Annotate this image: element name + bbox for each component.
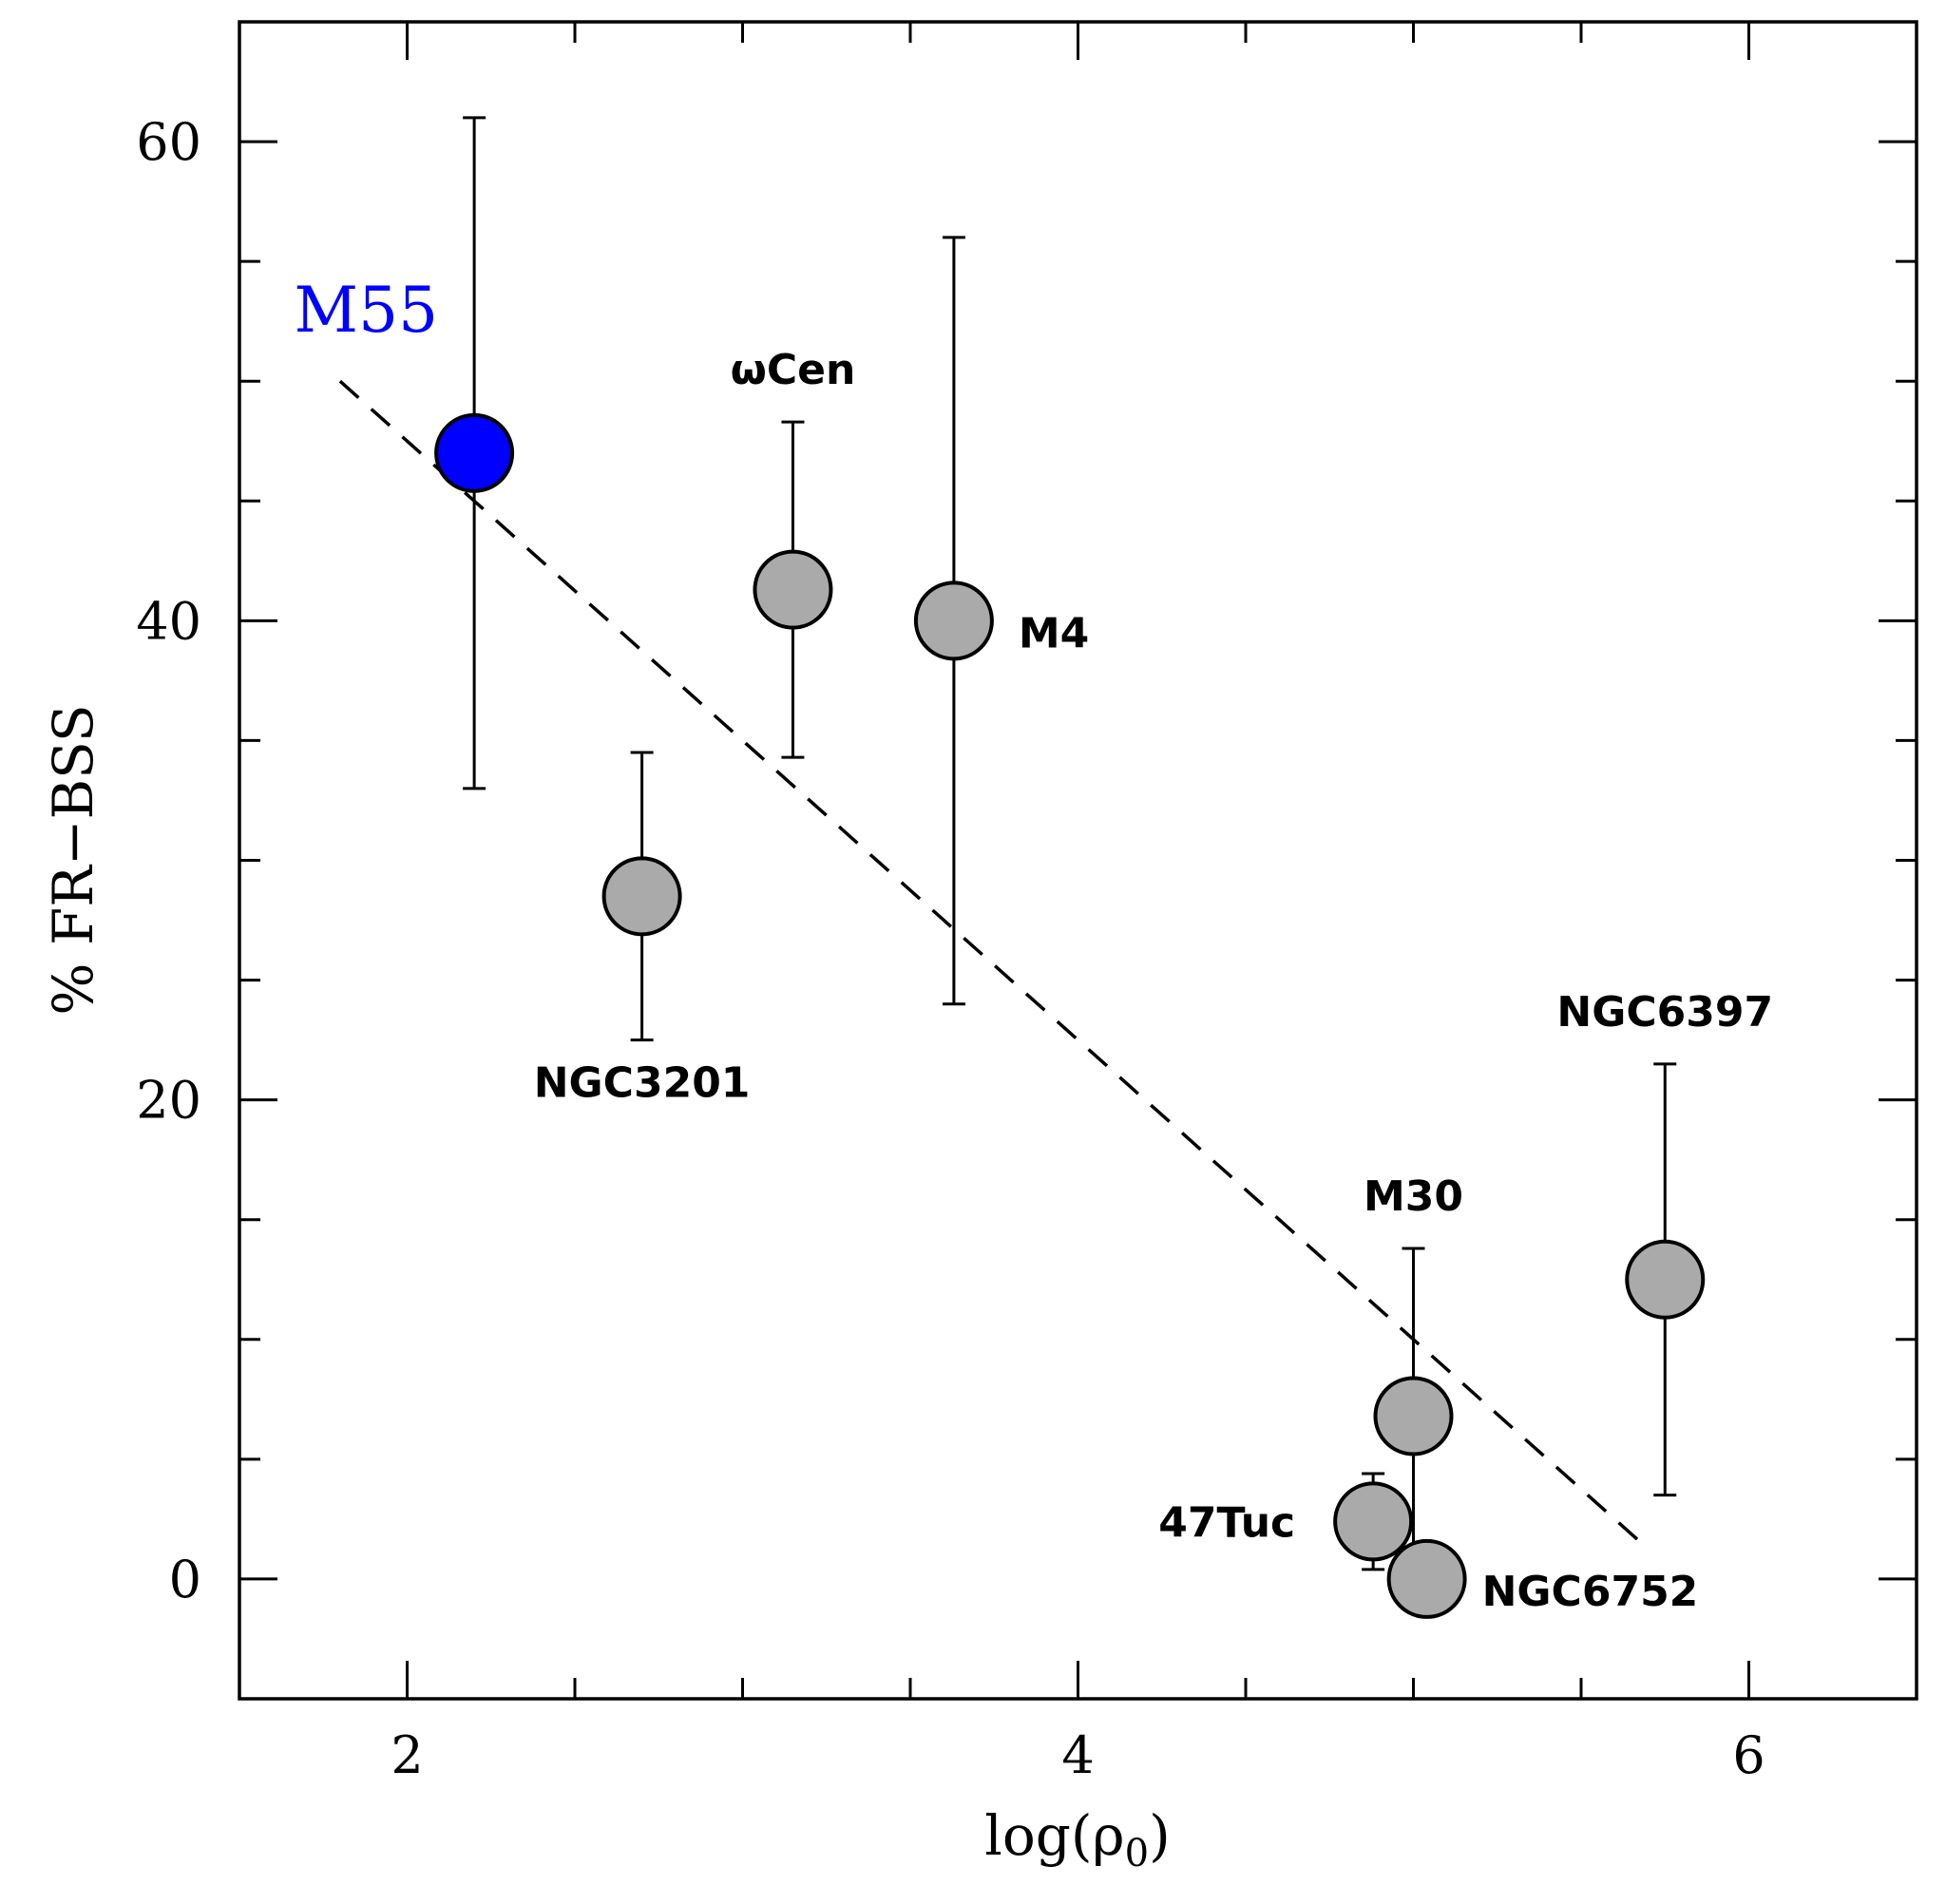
point-47tuc [1333, 1481, 1414, 1562]
x-axis-title: log(ρ0) [984, 1803, 1170, 1875]
point-label-ngc3201: NGC3201 [534, 1059, 751, 1108]
y-tick-label: 40 [136, 591, 201, 651]
y-axis-title: % FR−BSS [41, 704, 105, 1015]
plot-frame [238, 20, 1918, 1701]
point-ngc6397 [1625, 1239, 1706, 1320]
point-labels-layer: M55 NGC3201 ωCen M4 47Tuc M30 NGC6752 NGC6397 [295, 274, 1774, 1616]
point-label-ngc6397: NGC6397 [1556, 988, 1773, 1037]
y-tick-label: 60 [136, 112, 201, 172]
point-ngc6752 [1386, 1538, 1467, 1619]
fit-line [338, 379, 1643, 1545]
point-label-cen: ωCen [731, 346, 856, 394]
point-label-47tuc: 47Tuc [1158, 1498, 1295, 1547]
point-label-ngc6752: NGC6752 [1482, 1568, 1699, 1616]
point-m30 [1373, 1376, 1454, 1457]
point-label-m4: M4 [1019, 609, 1089, 657]
x-tick-label: 4 [1061, 1725, 1094, 1785]
point-ngc3201 [601, 856, 682, 937]
point-label-m55: M55 [295, 274, 439, 347]
x-tick-label: 6 [1732, 1725, 1765, 1785]
fit-line-layer [338, 379, 1643, 1545]
error-bars-layer [463, 116, 1677, 1586]
y-tick-label: 20 [136, 1071, 201, 1131]
point-m4 [913, 581, 994, 661]
point-label-m30: M30 [1364, 1172, 1463, 1221]
x-tick-label: 2 [391, 1725, 423, 1785]
y-tick-label: 0 [169, 1550, 201, 1609]
point-cen [753, 549, 833, 630]
points-layer [434, 412, 1706, 1619]
point-m55 [434, 412, 515, 493]
x-axis-title-subscript: 0 [1125, 1832, 1149, 1875]
